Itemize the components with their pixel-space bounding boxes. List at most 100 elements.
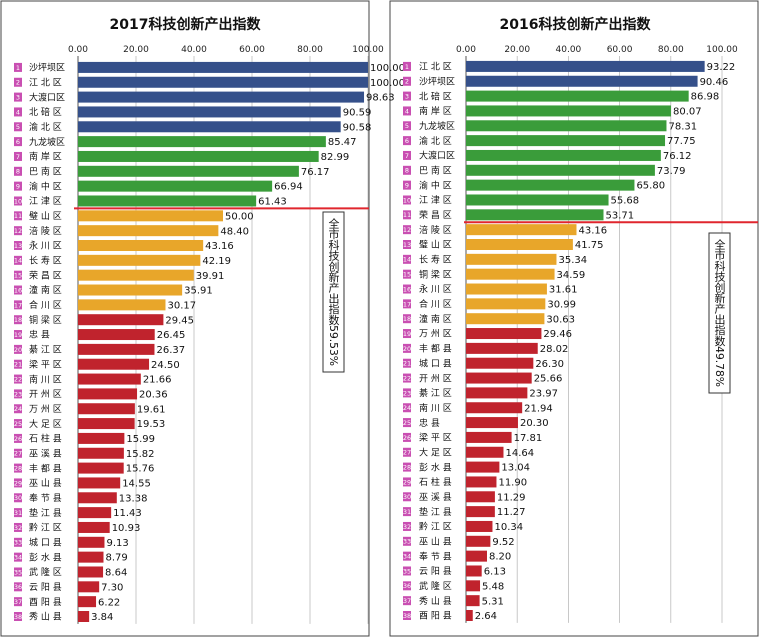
value-label-2016-23: 23.97	[529, 389, 558, 400]
value-label-2017-4: 90.59	[343, 108, 372, 119]
rank-label-2016-19: 19	[403, 330, 411, 338]
rank-badge-2017-6	[14, 137, 22, 147]
annotation-box-2017	[322, 211, 345, 373]
x-tick-label-2016-4: 80.00	[658, 45, 684, 55]
value-label-2017-34: 8.79	[105, 553, 127, 564]
rank-label-2017-23: 23	[14, 390, 22, 398]
rank-label-2017-28: 28	[14, 465, 22, 473]
rank-badge-2017-21	[14, 359, 22, 369]
rank-badge-2017-4	[14, 107, 22, 117]
value-label-2017-7: 82.99	[321, 152, 350, 163]
bar-2017-14	[78, 254, 201, 266]
rank-label-2016-37: 37	[403, 597, 411, 605]
category-label-2016-38: 酉 阳 县	[419, 611, 452, 622]
rank-badge-2017-38	[14, 612, 22, 621]
value-label-2017-6: 85.47	[328, 137, 357, 148]
category-label-2016-8: 巴 南 区	[419, 165, 452, 177]
bar-2016-10	[466, 194, 609, 206]
rank-badge-2017-29	[14, 478, 22, 488]
value-label-2016-32: 10.34	[494, 522, 523, 533]
annotation-text-2016: 全市科技创新产出指数49.78%	[713, 238, 726, 387]
rank-label-2016-14: 14	[403, 256, 411, 264]
value-label-2016-18: 30.63	[546, 314, 575, 325]
rank-label-2016-10: 10	[403, 196, 411, 204]
value-label-2016-11: 53.71	[605, 210, 634, 221]
rank-label-2016-31: 31	[403, 508, 411, 516]
rank-badge-2016-3	[403, 91, 411, 101]
category-label-2016-11: 荣 昌 区	[419, 209, 452, 221]
rank-badge-2017-17	[14, 300, 22, 310]
rank-label-2017-26: 26	[14, 435, 22, 443]
rank-label-2016-21: 21	[403, 360, 411, 368]
category-label-2017-31: 垫 江 县	[29, 507, 62, 519]
rank-label-2016-3: 3	[405, 93, 409, 101]
rank-badge-2016-1	[403, 61, 411, 71]
category-label-2017-1: 沙坪坝区	[29, 63, 65, 74]
rank-badge-2017-2	[14, 77, 22, 87]
bar-2017-24	[78, 403, 135, 415]
rank-badge-2016-14	[403, 254, 411, 264]
rank-label-2016-26: 26	[403, 434, 411, 442]
bar-2017-15	[78, 269, 194, 281]
rank-badge-2016-22	[403, 373, 411, 383]
bar-2016-29	[466, 476, 497, 488]
value-label-2016-2: 90.46	[700, 77, 729, 88]
x-tick-label-2017-3: 60.00	[239, 45, 265, 55]
rank-badge-2016-35	[403, 566, 411, 576]
category-label-2017-10: 江 津 区	[29, 196, 62, 207]
category-label-2017-33: 城 口 县	[29, 538, 62, 549]
bar-2016-36	[466, 580, 481, 592]
bar-2017-11	[78, 210, 223, 222]
bar-2016-5	[466, 120, 667, 132]
rank-label-2017-13: 13	[14, 242, 22, 250]
bar-2017-22	[78, 373, 141, 385]
category-label-2016-10: 江 津 区	[419, 195, 452, 206]
rank-badge-2016-34	[403, 551, 411, 561]
rank-badge-2017-20	[14, 344, 22, 354]
category-label-2017-7: 南 岸 区	[29, 151, 62, 163]
bar-2016-6	[466, 135, 666, 147]
bar-2017-9	[78, 180, 273, 192]
bar-2017-10	[78, 195, 257, 207]
category-label-2016-1: 江 北 区	[419, 62, 452, 73]
rank-badge-2016-11	[403, 210, 411, 220]
rank-label-2016-18: 18	[403, 315, 411, 323]
bar-2016-24	[466, 402, 523, 414]
value-label-2017-36: 7.30	[101, 582, 123, 593]
bar-2016-18	[466, 313, 545, 325]
category-label-2016-6: 渝 北 区	[419, 135, 452, 147]
rank-badge-2016-29	[403, 477, 411, 487]
rank-badge-2016-5	[403, 121, 411, 131]
rank-label-2016-33: 33	[403, 538, 411, 546]
bar-2017-30	[78, 492, 117, 504]
value-label-2016-8: 73.79	[657, 166, 686, 177]
value-label-2017-1: 100.00	[370, 63, 405, 74]
rank-badge-2016-4	[403, 106, 411, 116]
x-tick-label-2017-4: 80.00	[297, 45, 323, 55]
rank-label-2016-6: 6	[405, 137, 409, 145]
bar-2017-28	[78, 462, 124, 474]
value-label-2017-26: 15.99	[126, 434, 155, 445]
rank-badge-2016-27	[403, 447, 411, 457]
rank-label-2017-2: 2	[16, 79, 20, 87]
bar-2016-15	[466, 268, 555, 280]
category-label-2017-36: 云 阳 县	[29, 582, 62, 593]
rank-badge-2016-36	[403, 581, 411, 591]
category-label-2017-3: 大渡口区	[29, 91, 65, 103]
rank-label-2017-4: 4	[16, 108, 20, 116]
category-label-2017-38: 秀 山 县	[29, 611, 62, 623]
rank-badge-2016-15	[403, 269, 411, 279]
category-label-2017-18: 铜 梁 区	[29, 314, 62, 326]
category-label-2016-5: 九龙坡区	[419, 120, 455, 132]
rank-badge-2017-30	[14, 493, 22, 503]
rank-label-2016-8: 8	[405, 167, 409, 175]
rank-badge-2017-32	[14, 522, 22, 532]
rank-badge-2016-9	[403, 180, 411, 190]
rank-label-2017-32: 32	[14, 524, 22, 532]
rank-badge-2016-21	[403, 358, 411, 368]
category-label-2016-24: 南 川 区	[419, 402, 452, 414]
category-label-2017-13: 永 川 区	[29, 240, 62, 252]
rank-badge-2016-12	[403, 225, 411, 235]
value-label-2016-14: 35.34	[558, 255, 587, 266]
rank-badge-2017-35	[14, 567, 22, 577]
